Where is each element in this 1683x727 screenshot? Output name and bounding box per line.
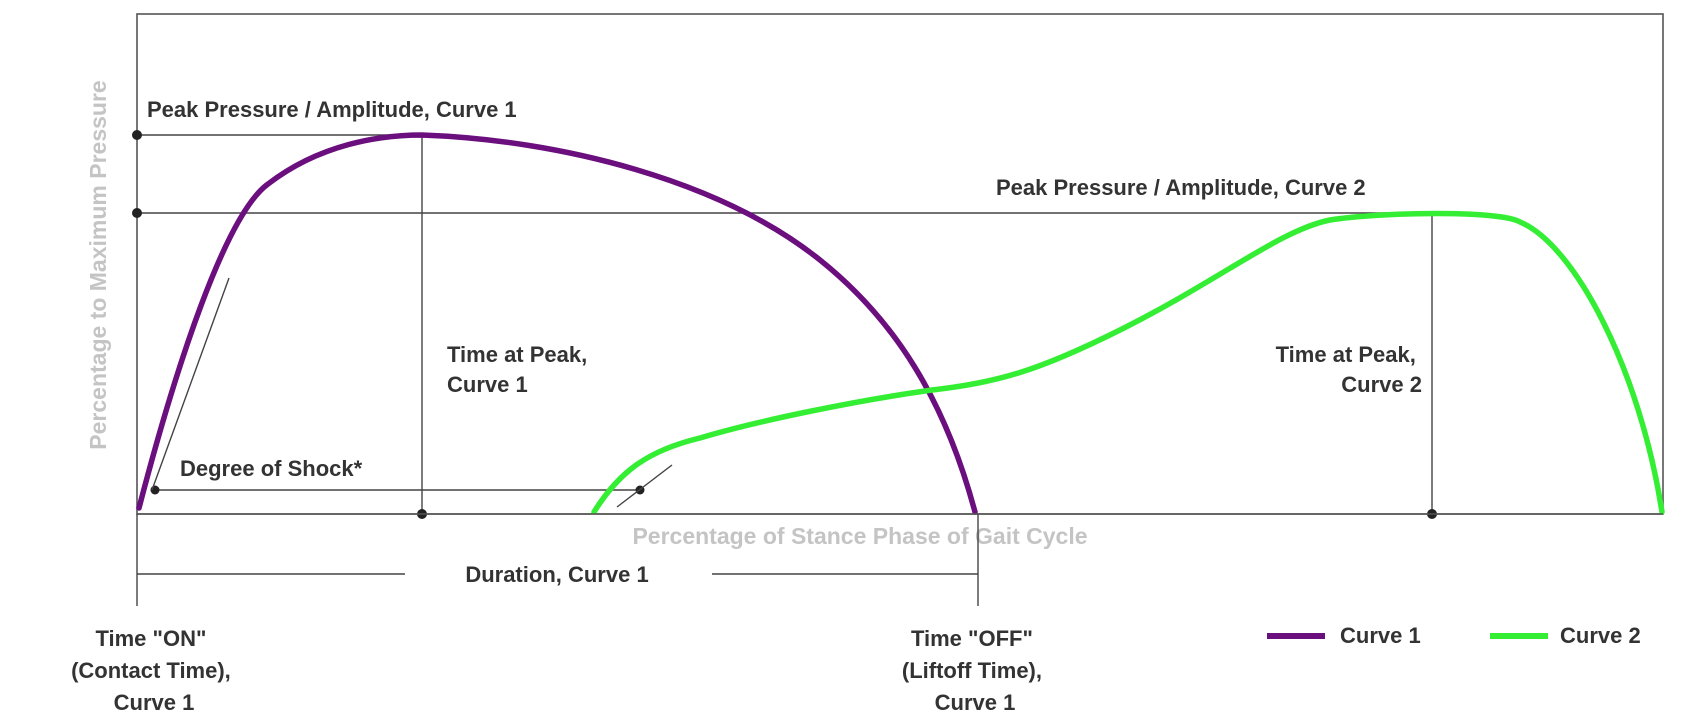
plot-frame: [136, 13, 1664, 515]
time-off-label: Time "OFF" (Liftoff Time), Curve 1: [902, 626, 1048, 715]
time-on-line3: Curve 1: [114, 690, 195, 715]
curve-2-line: [591, 210, 1665, 515]
time-at-peak-curve1-line2: Curve 1: [447, 372, 528, 397]
time-at-peak-label-curve1: Time at Peak, Curve 1: [447, 342, 593, 397]
legend-label-curve2: Curve 2: [1560, 623, 1641, 648]
peak-label-curve1: Peak Pressure / Amplitude, Curve 1: [147, 97, 517, 122]
peak-label-curve2: Peak Pressure / Amplitude, Curve 2: [996, 175, 1366, 200]
degree-of-shock-dot-left: [150, 485, 160, 495]
slope-tangent-curve2: [616, 464, 673, 508]
time-off-line3: Curve 1: [935, 690, 1016, 715]
curve-1-line: [136, 132, 978, 515]
time-at-peak-curve1-line1: Time at Peak,: [447, 342, 587, 367]
time-at-peak-label-curve2: Time at Peak, Curve 2: [1276, 342, 1422, 397]
peak-dot-curve1-axis: [132, 130, 142, 140]
legend: Curve 1 Curve 2: [1267, 623, 1641, 648]
degree-of-shock-label: Degree of Shock*: [180, 456, 363, 481]
x-axis-title: Percentage of Stance Phase of Gait Cycle: [632, 523, 1087, 549]
slope-tangent-curve1: [151, 277, 230, 491]
time-at-peak-curve2-line2: Curve 2: [1341, 372, 1422, 397]
time-off-line2: (Liftoff Time),: [902, 658, 1042, 683]
time-at-peak-curve2-line1: Time at Peak,: [1276, 342, 1416, 367]
duration-label: Duration, Curve 1: [465, 562, 648, 587]
time-on-line2: (Contact Time),: [71, 658, 231, 683]
time-off-line1: Time "OFF": [911, 626, 1033, 651]
legend-label-curve1: Curve 1: [1340, 623, 1421, 648]
time-on-label: Time "ON" (Contact Time), Curve 1: [71, 626, 237, 715]
peak-dot-curve2-axis: [132, 208, 142, 218]
y-axis-title: Percentage to Maximum Pressure: [85, 80, 111, 449]
time-on-line1: Time "ON": [95, 626, 206, 651]
